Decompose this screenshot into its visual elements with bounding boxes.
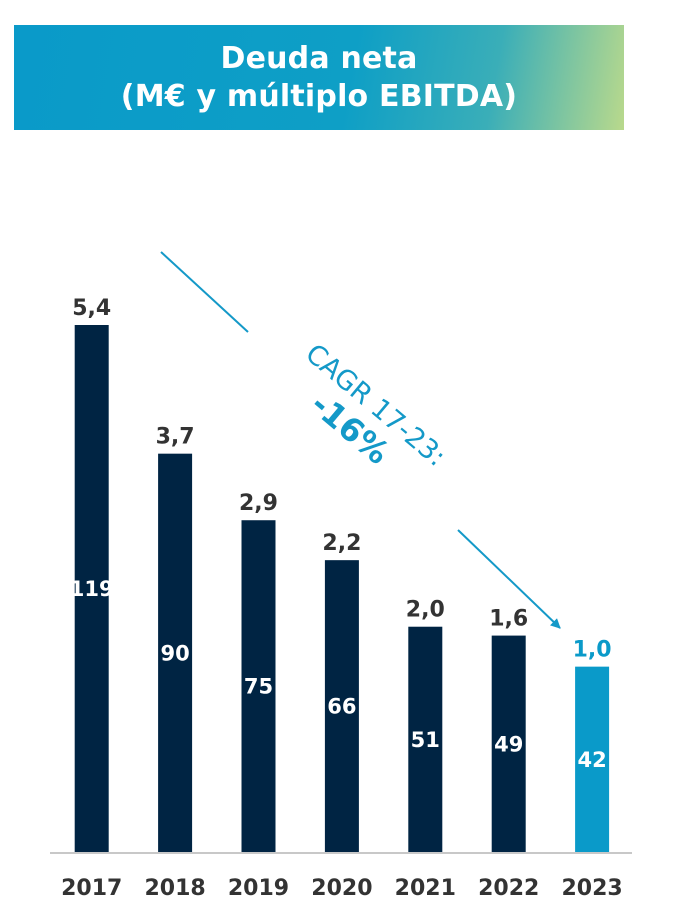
x-tick-label-2021: 2021 [395,876,456,901]
bar-value-label-2017: 119 [70,577,114,601]
ebitda-multiple-label-2018: 3,7 [156,425,195,450]
trend-line-upper [160,251,249,333]
trend-arrow [457,529,561,629]
bar-2021 [408,626,443,853]
x-tick-label-2019: 2019 [228,876,289,901]
bar-2017 [74,325,109,853]
bar-2018 [158,453,193,853]
ebitda-multiple-label-2022: 1,6 [489,607,528,632]
bar-2020 [324,560,359,853]
ebitda-multiple-label-2023: 1,0 [573,638,612,663]
x-tick-label-2020: 2020 [311,876,372,901]
ebitda-multiple-label-2020: 2,2 [322,531,361,556]
bar-2023 [575,666,610,853]
bar-value-label-2023: 42 [577,748,606,772]
chart-title: Deuda neta [220,40,418,76]
bar-value-label-2019: 75 [244,675,273,699]
bar-value-label-2018: 90 [160,641,189,665]
x-tick-label-2022: 2022 [478,876,539,901]
x-tick-label-2017: 2017 [61,876,122,901]
bar-2022 [491,635,526,853]
bar-value-label-2021: 51 [411,728,440,752]
ebitda-multiple-label-2017: 5,4 [72,296,111,321]
ebitda-multiple-label-2021: 2,0 [406,598,445,623]
bar-2019 [241,520,276,853]
x-tick-label-2023: 2023 [561,876,622,901]
x-tick-label-2018: 2018 [144,876,205,901]
ebitda-multiple-label-2019: 2,9 [239,491,278,516]
chart-subtitle: (M€ y múltiplo EBITDA) [120,78,518,114]
bar-value-label-2020: 66 [327,695,356,719]
title-banner: Deuda neta (M€ y múltiplo EBITDA) [14,25,624,130]
bar-value-label-2022: 49 [494,732,523,756]
